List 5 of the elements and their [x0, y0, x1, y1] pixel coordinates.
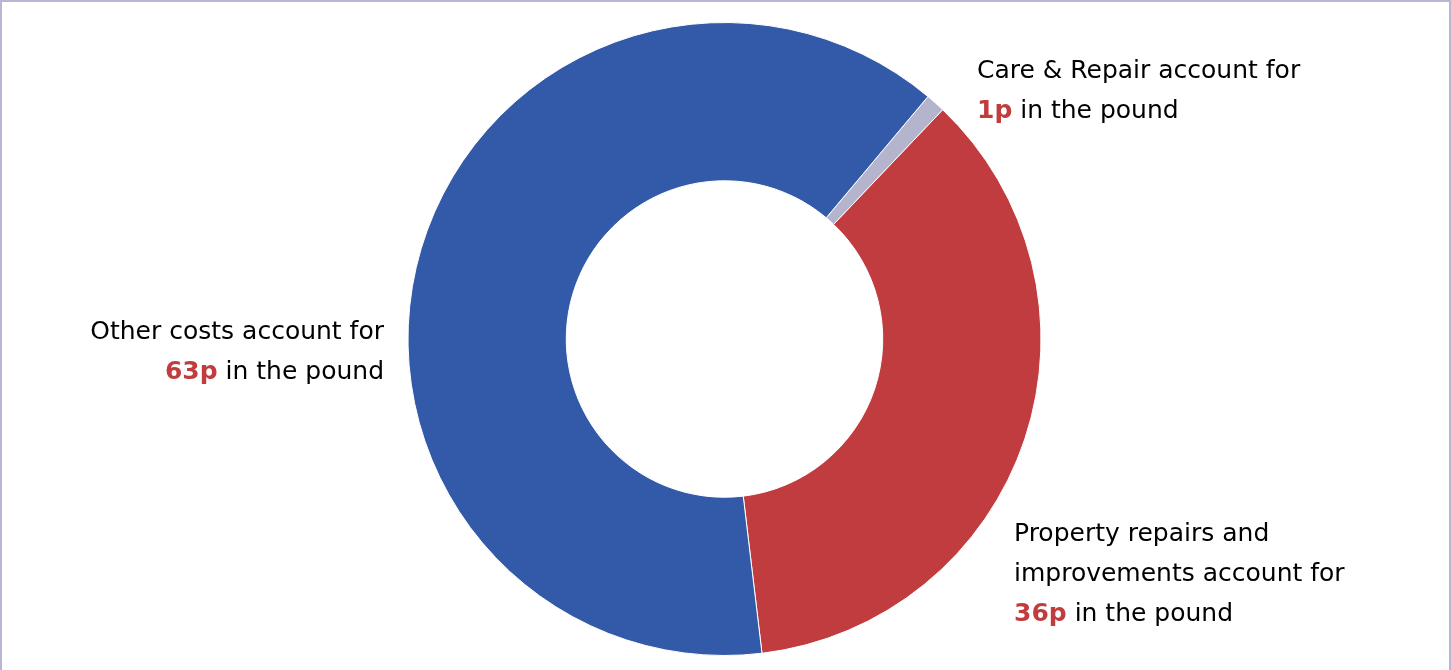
data-label: 1p in the pound	[977, 95, 1179, 124]
data-label: 63p in the pound	[164, 356, 385, 385]
data-label: 36p in the pound	[1014, 598, 1234, 627]
slice-label: Care & Repair account for	[977, 55, 1301, 84]
slice-label: Other costs account for	[90, 316, 385, 345]
